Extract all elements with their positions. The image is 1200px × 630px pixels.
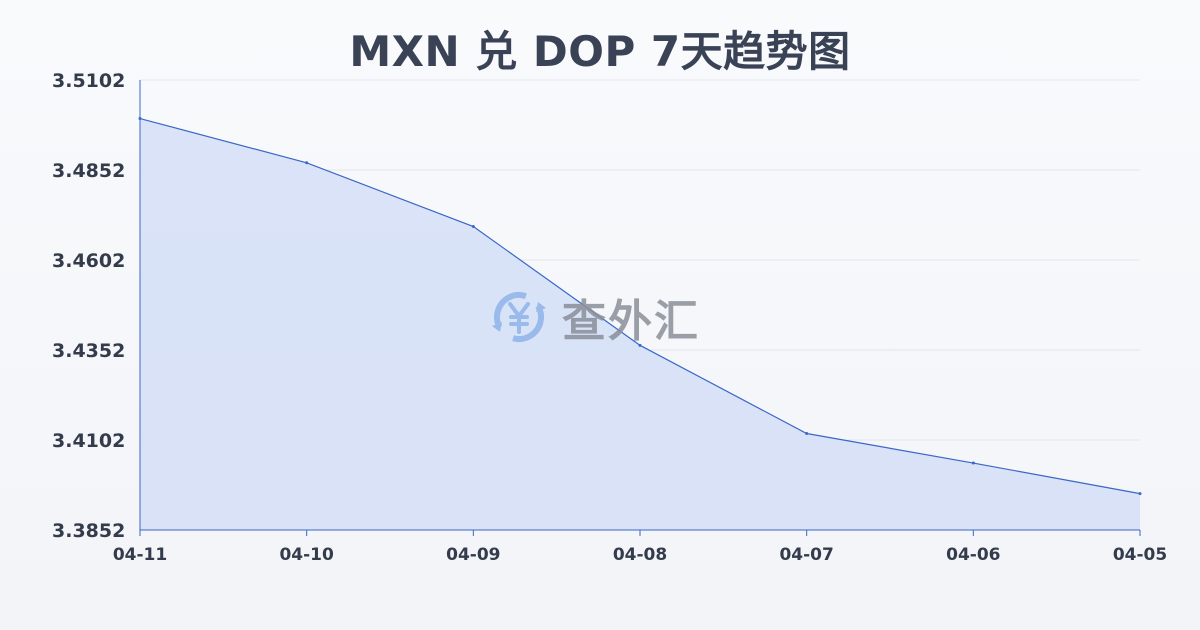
y-tick-label: 3.5102 (52, 70, 125, 92)
watermark-text: 查外汇 (562, 296, 700, 347)
watermark: 查外汇 (488, 286, 700, 348)
y-axis-ticks: 3.5102 3.4852 3.4602 3.4352 3.4102 3.3852 (52, 70, 125, 542)
data-point (305, 161, 309, 165)
x-tick-label: 04-11 (113, 545, 167, 565)
x-tick-label: 04-08 (613, 545, 667, 565)
y-tick-label: 3.4602 (52, 250, 125, 272)
x-tick-label: 04-06 (946, 545, 1000, 565)
x-axis-ticks: 04-11 04-10 04-09 04-08 04-07 04-06 04-05 (113, 530, 1167, 565)
y-tick-label: 3.4852 (52, 160, 125, 182)
x-tick-label: 04-10 (279, 545, 334, 565)
data-point (471, 225, 475, 229)
data-point (638, 343, 642, 347)
chart-title: MXN 兑 DOP 7天趋势图 (349, 27, 851, 76)
x-tick-label: 04-09 (446, 545, 500, 565)
x-tick-label: 04-07 (779, 545, 833, 565)
y-tick-label: 3.3852 (52, 520, 125, 542)
y-tick-label: 3.4352 (52, 340, 125, 362)
data-point (1138, 492, 1142, 496)
y-tick-label: 3.4102 (52, 430, 125, 452)
data-point (971, 461, 975, 465)
x-tick-label: 04-05 (1113, 545, 1167, 565)
area-layer (138, 117, 1142, 531)
data-point (805, 432, 809, 436)
yen-exchange-icon (492, 292, 546, 342)
area-fill (140, 118, 1140, 531)
